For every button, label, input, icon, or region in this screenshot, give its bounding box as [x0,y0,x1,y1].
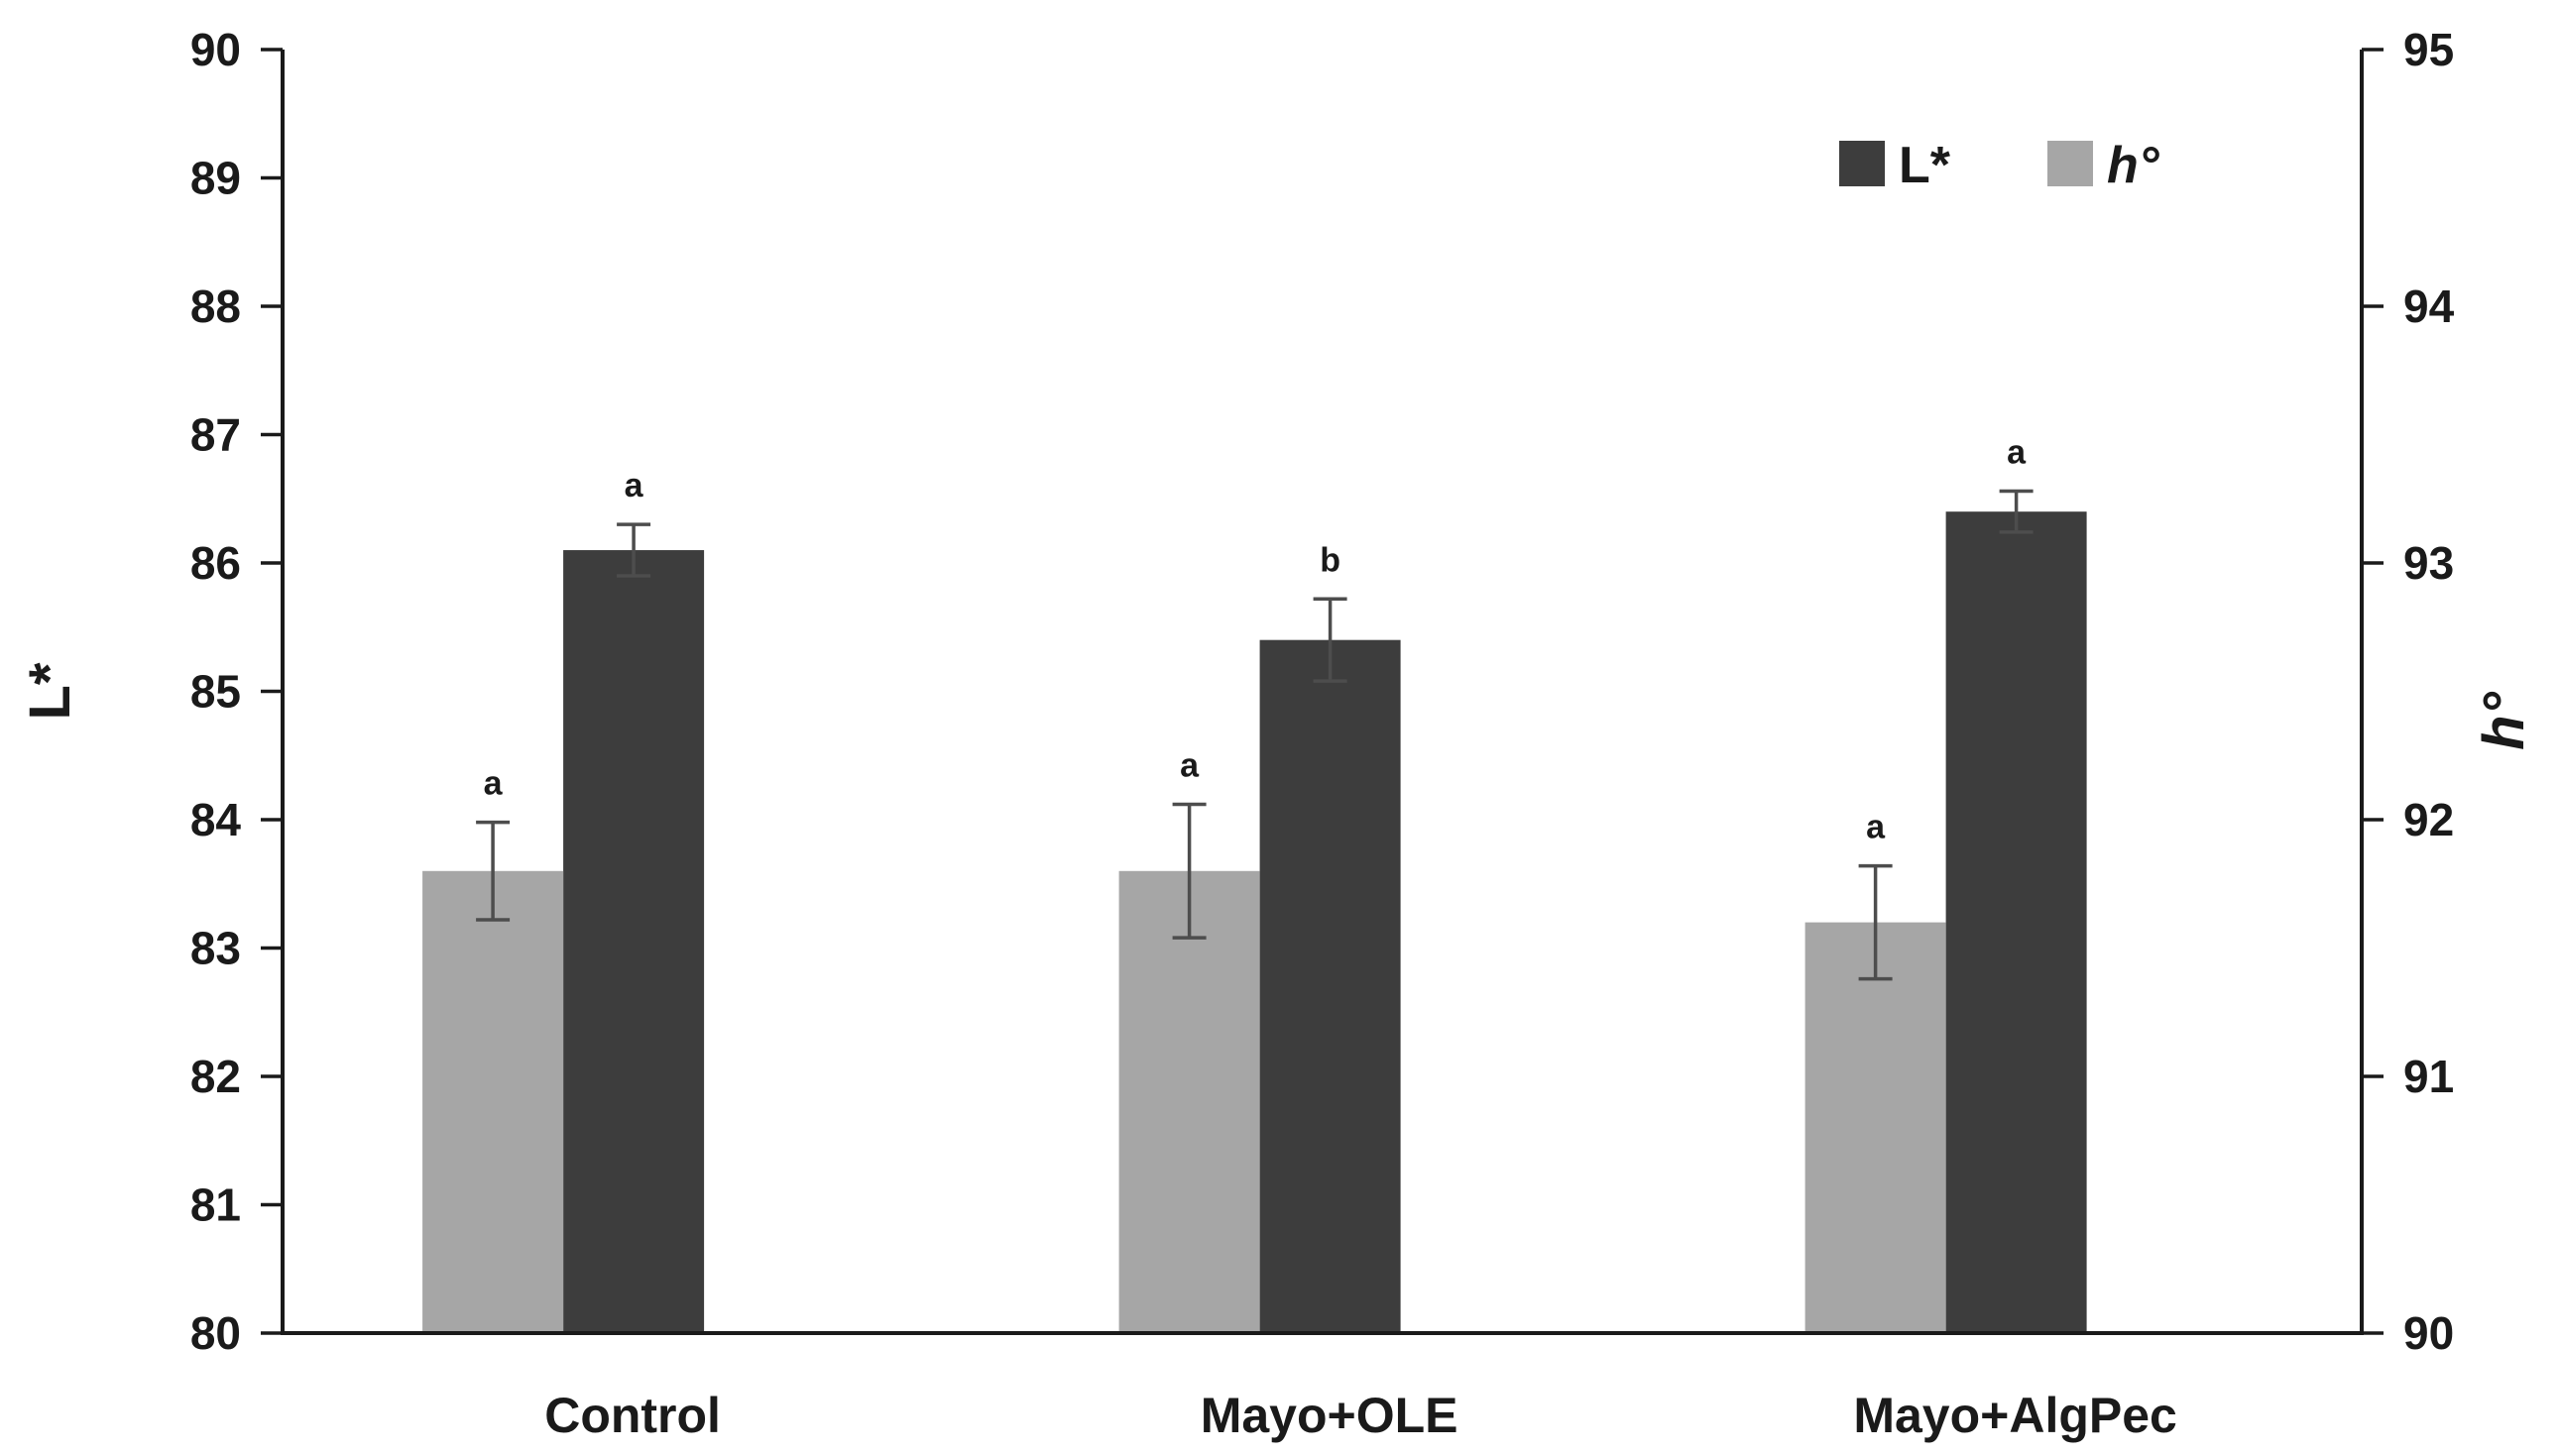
left-axis-tick-label: 82 [190,1051,241,1102]
right-axis-tick-label: 94 [2403,280,2455,332]
significance-letter: b [1320,541,1340,579]
left-axis-tick-label: 81 [190,1179,241,1231]
left-axis-tick-label: 83 [190,923,241,974]
left-axis-tick-label: 84 [190,794,242,845]
bar-L-2 [1945,511,2087,1333]
legend-label: L* [1899,137,1951,194]
category-label: Mayo+AlgPec [1853,1388,2177,1443]
significance-letter: a [1866,809,1886,846]
legend-label: h° [2107,137,2160,194]
significance-letter: a [484,765,504,803]
left-axis-tick-label: 88 [190,280,241,332]
left-axis-tick-label: 85 [190,666,241,718]
right-axis-tick-label: 95 [2403,24,2454,75]
left-axis-tick-label: 90 [190,24,241,75]
legend-swatch [2047,141,2093,186]
right-axis-tick-label: 93 [2403,537,2454,589]
significance-letter: a [1180,746,1200,784]
category-label: Mayo+OLE [1201,1388,1458,1443]
bar-h-1 [1118,870,1260,1333]
bar-h-0 [422,870,564,1333]
left-axis-tick-label: 86 [190,537,241,589]
category-label: Control [544,1388,721,1443]
left-axis-tick-label: 87 [190,409,241,461]
left-axis-tick-label: 80 [190,1307,241,1359]
left-axis-title: L* [18,662,82,720]
left-axis-tick-label: 89 [190,153,241,204]
significance-letter: a [625,467,644,504]
right-axis-tick-label: 92 [2403,794,2454,845]
right-axis-tick-label: 90 [2403,1307,2454,1359]
legend-swatch [1839,141,1885,186]
bar-h-2 [1804,922,1946,1333]
significance-letter: a [2007,433,2027,471]
right-axis-title: h° [2472,691,2536,749]
bar-L-1 [1259,639,1401,1333]
bar-L-0 [563,550,705,1333]
right-axis-tick-label: 91 [2403,1051,2454,1102]
